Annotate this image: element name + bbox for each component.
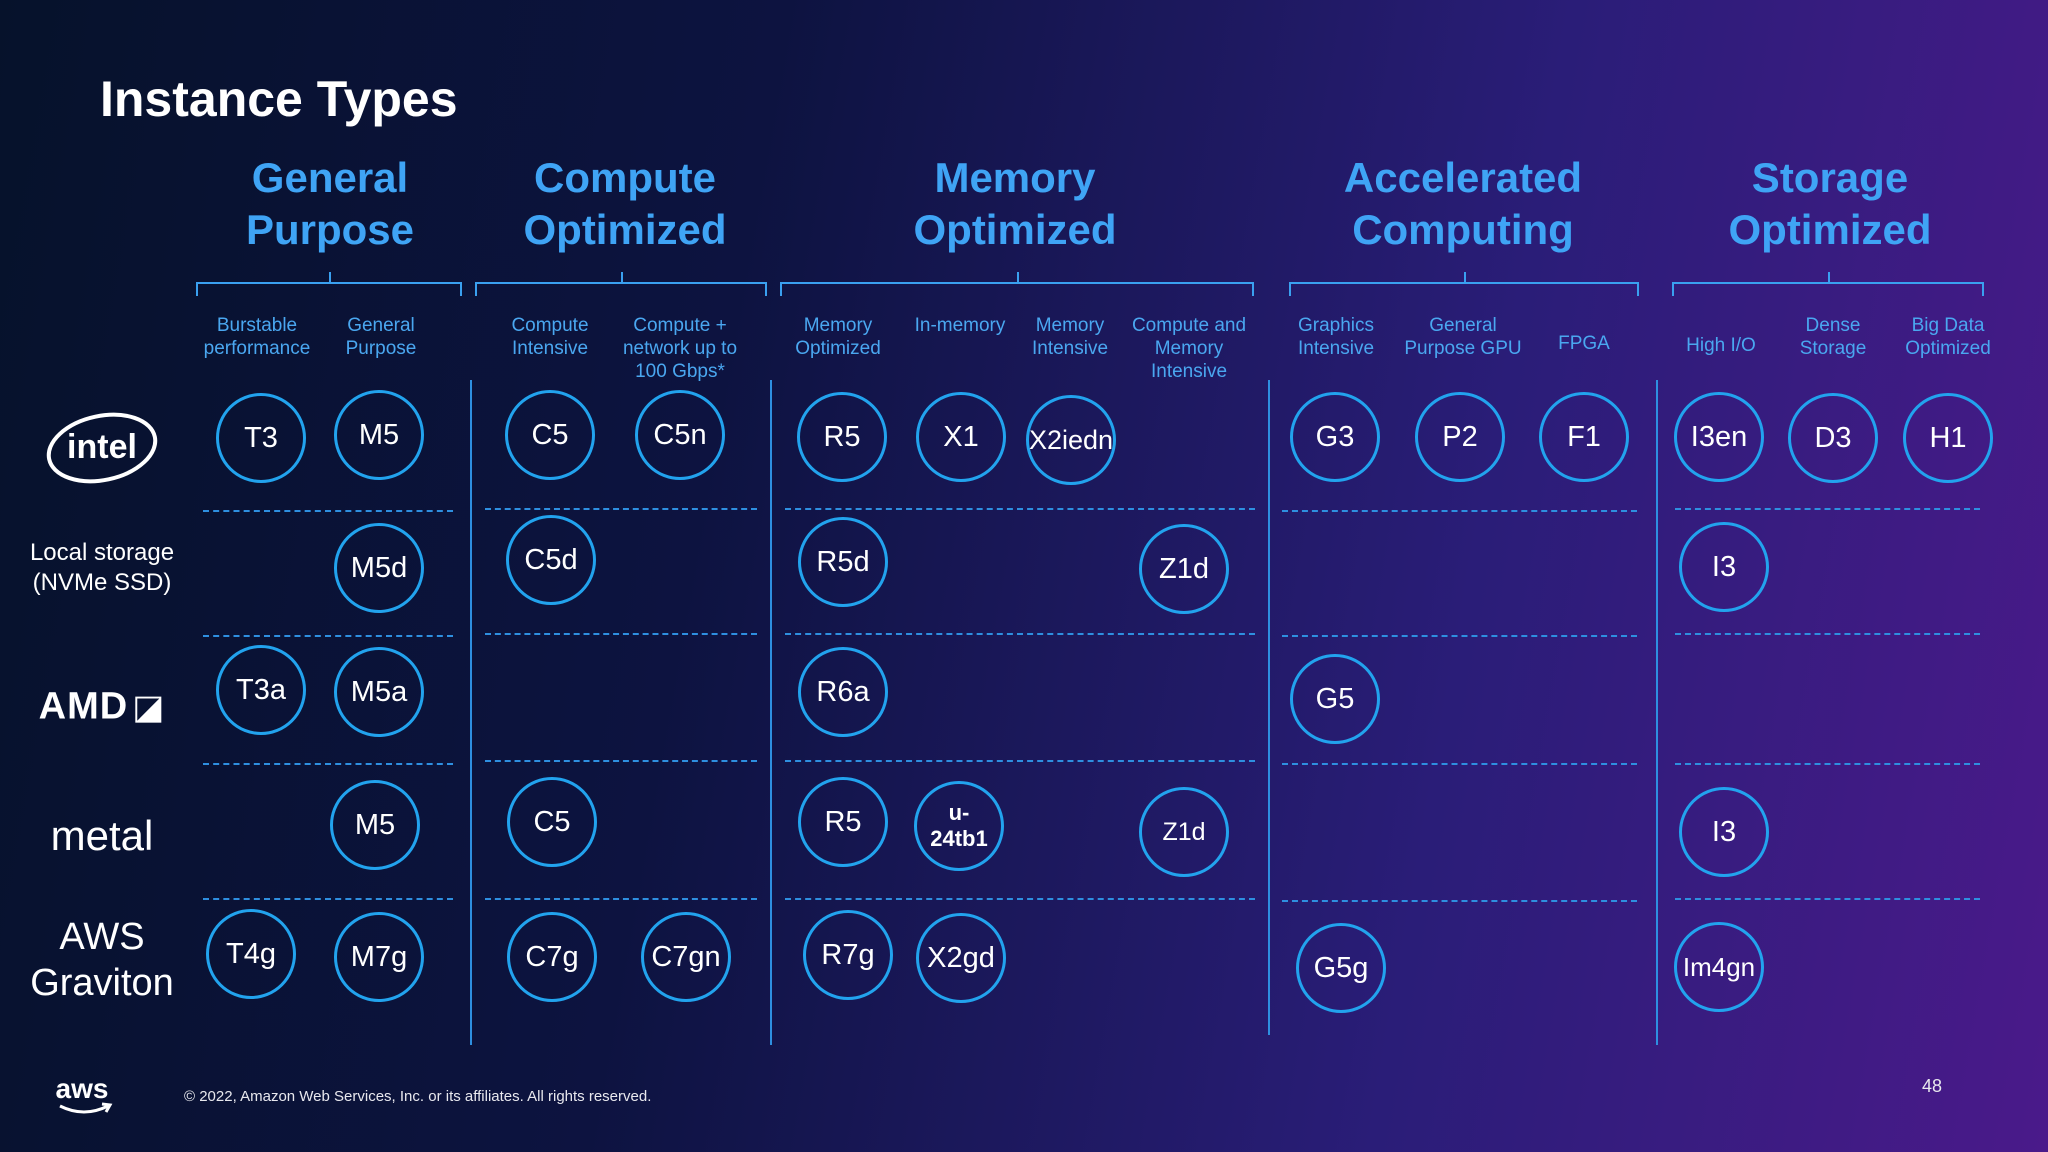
brace-compute: [475, 272, 767, 296]
brace-accelerated: [1289, 272, 1639, 296]
row-label-amd: AMD ◪: [7, 662, 197, 727]
hdiv-gp-4: [203, 898, 453, 900]
hdiv-ac-3: [1282, 763, 1637, 765]
amd-logo-text: AMD: [38, 685, 129, 728]
hdiv-co-4: [485, 898, 757, 900]
category-memory-optimized: Memory Optimized: [913, 154, 1117, 253]
hdiv-mo-4: [785, 898, 1255, 900]
instance-c7gn[interactable]: C7gn: [641, 912, 731, 1002]
amd-arrow-icon: ◪: [132, 688, 166, 727]
instance-x2iedn[interactable]: X2iedn: [1026, 395, 1116, 485]
instance-c5n[interactable]: C5n: [635, 390, 725, 480]
sub-high-io: High I/O: [1686, 335, 1756, 356]
divider-v4: [1656, 380, 1658, 1045]
instance-r6a[interactable]: R6a: [798, 647, 888, 737]
hdiv-co-3: [485, 760, 757, 762]
category-accelerated-computing: Accelerated Computing: [1343, 154, 1583, 253]
instance-p2[interactable]: P2: [1415, 392, 1505, 482]
instance-c7g[interactable]: C7g: [507, 912, 597, 1002]
hdiv-co-1: [485, 508, 757, 510]
copyright-text: © 2022, Amazon Web Services, Inc. or its…: [184, 1088, 652, 1105]
instance-t3[interactable]: T3: [216, 393, 306, 483]
sub-big-data: Big Data Optimized: [1905, 315, 1991, 359]
sub-general-purpose: General Purpose: [345, 315, 417, 359]
instance-r5[interactable]: R5: [797, 392, 887, 482]
aws-logo: aws: [50, 1072, 120, 1122]
svg-text:intel: intel: [67, 428, 137, 466]
hdiv-ac-2: [1282, 635, 1637, 637]
instance-r7g[interactable]: R7g: [803, 910, 893, 1000]
instance-im4gn[interactable]: Im4gn: [1674, 922, 1764, 1012]
hdiv-mo-2: [785, 633, 1255, 635]
hdiv-gp-2: [203, 635, 453, 637]
hdiv-ac-4: [1282, 900, 1637, 902]
instance-i3en[interactable]: I3en: [1674, 392, 1764, 482]
sub-compute-memory: Compute and Memory Intensive: [1131, 315, 1247, 382]
instance-t4g[interactable]: T4g: [206, 909, 296, 999]
divider-v3: [1268, 380, 1270, 1035]
instance-m5[interactable]: M5: [334, 390, 424, 480]
sub-memory-optimized: Memory Optimized: [795, 315, 881, 359]
instance-i3[interactable]: I3: [1679, 522, 1769, 612]
sub-in-memory: In-memory: [914, 315, 1006, 336]
brace-memory: [780, 272, 1254, 296]
row-label-intel: intel: [7, 376, 197, 492]
intel-logo: intel: [46, 412, 158, 484]
hdiv-mo-3: [785, 760, 1255, 762]
instance-x1[interactable]: X1: [916, 392, 1006, 482]
instance-r5-metal[interactable]: R5: [798, 777, 888, 867]
hdiv-ac-1: [1282, 510, 1637, 512]
instance-c5-metal[interactable]: C5: [507, 777, 597, 867]
instance-f1[interactable]: F1: [1539, 392, 1629, 482]
svg-text:aws: aws: [56, 1073, 109, 1104]
instance-m5-metal[interactable]: M5: [330, 780, 420, 870]
sub-burstable: Burstable performance: [203, 315, 311, 359]
instance-h1[interactable]: H1: [1903, 393, 1993, 483]
instance-z1d[interactable]: Z1d: [1139, 524, 1229, 614]
hdiv-so-4: [1675, 898, 1980, 900]
row-label-local-storage: Local storage (NVMe SSD): [29, 539, 175, 596]
sub-fpga: FPGA: [1558, 333, 1610, 354]
instance-r5d[interactable]: R5d: [798, 517, 888, 607]
instance-i3-metal[interactable]: I3: [1679, 787, 1769, 877]
brace-general: [196, 272, 462, 296]
sub-dense-storage: Dense Storage: [1799, 315, 1867, 359]
aws-logo-icon: aws: [56, 1073, 113, 1114]
hdiv-gp-3: [203, 763, 453, 765]
instance-d3[interactable]: D3: [1788, 393, 1878, 483]
instance-g5[interactable]: G5: [1290, 654, 1380, 744]
hdiv-so-1: [1675, 508, 1980, 510]
sub-graphics: Graphics Intensive: [1297, 315, 1375, 359]
instance-g5g[interactable]: G5g: [1296, 923, 1386, 1013]
slide-title: Instance Types: [100, 71, 458, 127]
row-label-graviton: AWS Graviton: [30, 916, 174, 1004]
instance-c5d[interactable]: C5d: [506, 515, 596, 605]
category-general-purpose: General Purpose: [245, 154, 415, 253]
row-label-metal: metal: [50, 812, 154, 859]
brace-storage: [1672, 272, 1984, 296]
instance-m5a[interactable]: M5a: [334, 647, 424, 737]
instance-x2gd[interactable]: X2gd: [916, 913, 1006, 1003]
sub-compute-intensive: Compute Intensive: [511, 315, 589, 359]
instance-m5d[interactable]: M5d: [334, 523, 424, 613]
sub-memory-intensive: Memory Intensive: [1031, 315, 1109, 359]
sub-compute-network: Compute + network up to 100 Gbps*: [622, 315, 738, 382]
divider-v1: [470, 380, 472, 1045]
category-storage-optimized: Storage Optimized: [1728, 154, 1932, 253]
sub-general-gpu: General Purpose GPU: [1404, 315, 1522, 359]
instance-c5[interactable]: C5: [505, 390, 595, 480]
instance-m7g[interactable]: M7g: [334, 912, 424, 1002]
category-compute-optimized: Compute Optimized: [523, 154, 727, 253]
hdiv-so-3: [1675, 763, 1980, 765]
instance-u-24tb1[interactable]: u- 24tb1: [914, 781, 1004, 871]
instance-g3[interactable]: G3: [1290, 392, 1380, 482]
hdiv-gp-1: [203, 510, 453, 512]
divider-v2: [770, 380, 772, 1045]
hdiv-so-2: [1675, 633, 1980, 635]
instance-z1d-metal[interactable]: Z1d: [1139, 787, 1229, 877]
hdiv-mo-1: [785, 508, 1255, 510]
hdiv-co-2: [485, 633, 757, 635]
instance-t3a[interactable]: T3a: [216, 645, 306, 735]
page-number: 48: [1922, 1076, 1943, 1096]
